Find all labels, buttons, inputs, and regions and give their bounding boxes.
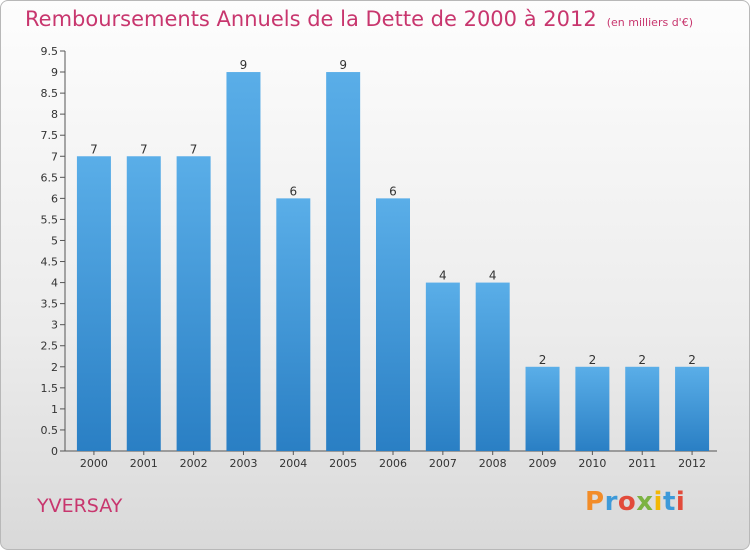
y-tick-label: 4 — [51, 277, 58, 290]
y-tick-label: 2.5 — [41, 340, 59, 353]
x-tick-label: 2003 — [229, 457, 257, 470]
bar — [176, 156, 211, 451]
bar-value-label: 9 — [240, 58, 248, 72]
bar-value-label: 6 — [389, 184, 397, 198]
proxiti-logo: Proxiti — [585, 487, 686, 517]
chart-labels: 7 2000 7 2001 7 2002 9 2003 6 2004 9 2005 6 2006 4 2007… — [80, 58, 706, 470]
x-tick-label: 2000 — [80, 457, 108, 470]
x-tick-label: 2002 — [180, 457, 208, 470]
y-tick-label: 1 — [51, 403, 58, 416]
bar — [575, 366, 610, 451]
bar — [425, 282, 460, 451]
bar-value-label: 4 — [439, 269, 447, 283]
chart-title: Remboursements Annuels de la Dette de 20… — [25, 7, 597, 31]
y-tick-label: 0.5 — [41, 424, 59, 437]
bar-value-label: 2 — [539, 353, 547, 367]
y-tick-label: 0 — [51, 445, 58, 458]
y-tick-label: 3.5 — [41, 298, 59, 311]
x-tick-label: 2006 — [379, 457, 407, 470]
bar-value-label: 6 — [289, 184, 297, 198]
y-tick-label: 4.5 — [41, 256, 59, 269]
bar — [475, 282, 510, 451]
y-tick-label: 7.5 — [41, 129, 59, 142]
bar — [326, 72, 361, 451]
y-tick-label: 5 — [51, 234, 58, 247]
bar — [376, 198, 410, 451]
bar — [525, 366, 560, 451]
bar-value-label: 7 — [140, 142, 148, 156]
x-tick-label: 2005 — [329, 457, 357, 470]
x-tick-label: 2011 — [628, 457, 656, 470]
y-tick-label: 1.5 — [41, 382, 59, 395]
y-tick-label: 7 — [51, 150, 58, 163]
chart-axes: 0 0.5 1 1.5 2 2.5 3 3.5 4 4.5 5 5.5 6 6.5 7 7.5 8 8.5 9 9.5 — [41, 45, 717, 458]
chart-title-block: Remboursements Annuels de la Dette de 20… — [25, 7, 693, 31]
y-tick-label: 6 — [51, 192, 58, 205]
x-tick-label: 2012 — [678, 457, 706, 470]
y-tick-label: 5.5 — [41, 213, 59, 226]
bar — [675, 366, 710, 451]
bar-value-label: 2 — [589, 353, 597, 367]
bar — [226, 72, 261, 451]
y-tick-label: 9 — [51, 66, 58, 79]
bar-value-label: 9 — [339, 58, 347, 72]
bar — [126, 156, 161, 451]
x-tick-label: 2008 — [479, 457, 507, 470]
y-tick-label: 3 — [51, 319, 58, 332]
x-tick-label: 2001 — [130, 457, 158, 470]
x-tick-label: 2007 — [429, 457, 457, 470]
y-tick-label: 6.5 — [41, 171, 59, 184]
bar-value-label: 2 — [688, 353, 696, 367]
bar-value-label: 2 — [638, 353, 646, 367]
bar-value-label: 7 — [190, 142, 198, 156]
x-tick-label: 2004 — [279, 457, 307, 470]
chart-unit: (en milliers d'€) — [606, 16, 693, 29]
y-tick-label: 9.5 — [41, 45, 59, 58]
x-tick-label: 2009 — [529, 457, 557, 470]
bar — [625, 366, 660, 451]
bar — [276, 198, 311, 451]
bar-value-label: 7 — [90, 142, 98, 156]
y-tick-label: 8 — [51, 108, 58, 121]
chart-bars — [76, 72, 710, 451]
bar — [76, 156, 111, 451]
commune-name: YVERSAY — [37, 495, 123, 517]
bar-value-label: 4 — [489, 269, 497, 283]
x-tick-label: 2010 — [578, 457, 606, 470]
y-tick-label: 8.5 — [41, 87, 59, 100]
y-tick-label: 2 — [51, 361, 58, 374]
